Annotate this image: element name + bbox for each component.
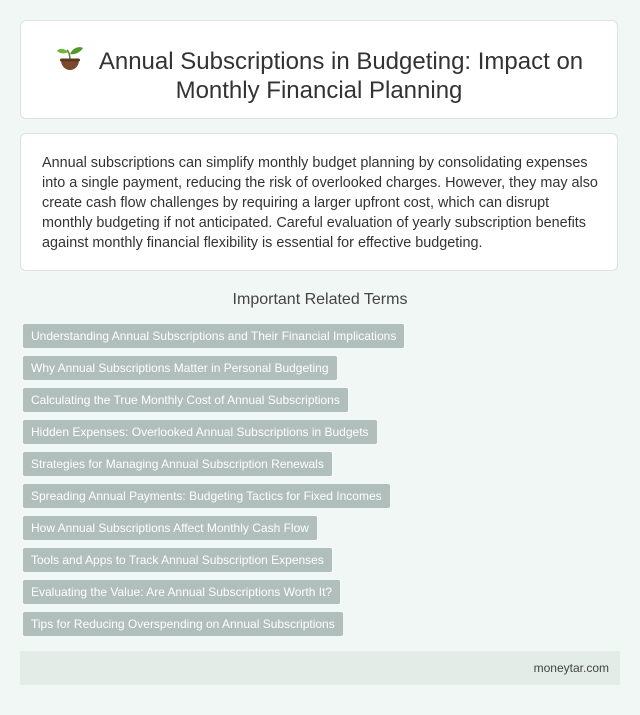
related-terms-list: Understanding Annual Subscriptions and T… xyxy=(23,324,405,644)
related-term-tag[interactable]: Understanding Annual Subscriptions and T… xyxy=(23,324,405,348)
related-term-tag[interactable]: Why Annual Subscriptions Matter in Perso… xyxy=(23,356,337,380)
related-term-tag[interactable]: Evaluating the Value: Are Annual Subscri… xyxy=(23,580,341,604)
related-term-tag[interactable]: Spreading Annual Payments: Budgeting Tac… xyxy=(23,484,390,508)
page-title: Annual Subscriptions in Budgeting: Impac… xyxy=(98,48,584,104)
seedling-icon xyxy=(56,47,83,70)
related-terms-heading: Important Related Terms xyxy=(232,291,408,308)
footer: moneytar.com xyxy=(20,651,620,685)
title-card: Annual Subscriptions in Budgeting: Impac… xyxy=(20,20,618,119)
related-term-tag[interactable]: How Annual Subscriptions Affect Monthly … xyxy=(23,516,317,540)
related-term-tag[interactable]: Calculating the True Monthly Cost of Ann… xyxy=(23,388,348,412)
related-term-tag[interactable]: Tips for Reducing Overspending on Annual… xyxy=(23,612,343,636)
related-term-tag[interactable]: Tools and Apps to Track Annual Subscript… xyxy=(23,548,332,572)
site-link[interactable]: moneytar.com xyxy=(533,661,609,675)
related-term-tag[interactable]: Hidden Expenses: Overlooked Annual Subsc… xyxy=(23,420,377,444)
summary-text: Annual subscriptions can simplify monthl… xyxy=(42,155,598,251)
related-term-tag[interactable]: Strategies for Managing Annual Subscript… xyxy=(23,452,332,476)
summary-card: Annual subscriptions can simplify monthl… xyxy=(20,133,618,271)
page-title-wrap: Annual Subscriptions in Budgeting: Impac… xyxy=(21,44,617,105)
